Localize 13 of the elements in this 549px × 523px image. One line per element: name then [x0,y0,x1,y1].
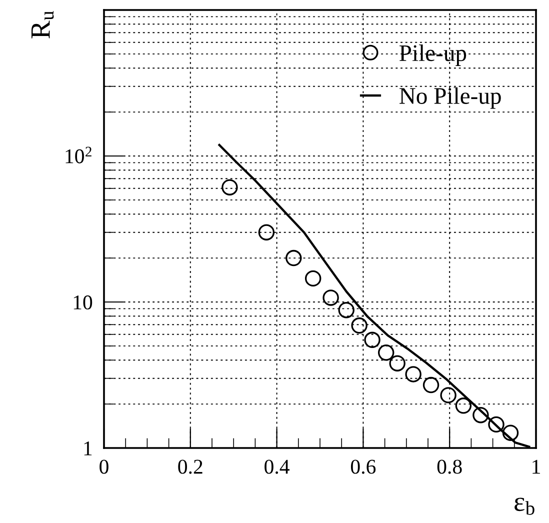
x-axis-title: ε$_{b}$ [514,498,534,515]
x-tick-label: 0 [100,460,108,474]
x-tick-label: 1 [532,460,540,474]
x-tick-label: 0.6 [350,460,376,474]
y-axis-title: R$_{u}$ [32,11,54,38]
legend-label: No Pile-up [400,87,501,109]
legend-label: Pile-up [400,44,466,66]
y-tick-label: 10 [74,295,92,310]
x-tick-label: 0.8 [437,460,462,474]
x-tick-label: 0.2 [178,460,202,474]
y-tick-label: 1 [84,441,92,456]
x-tick-label: 0.4 [264,460,290,474]
y-tick-label: 10$^{2}$ [66,146,92,164]
